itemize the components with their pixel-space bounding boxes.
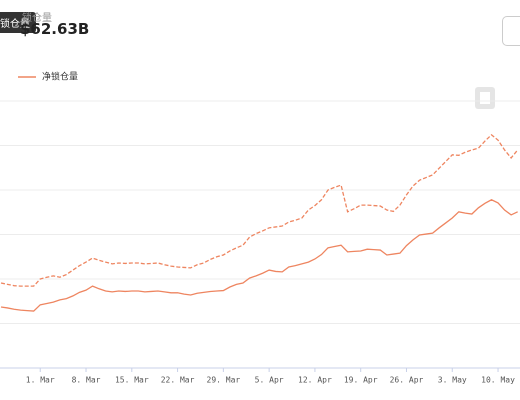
x-tick-label: 26. Apr — [390, 376, 424, 385]
x-tick-label: 5. Apr — [255, 376, 284, 385]
x-tick-label: 1. Mar — [26, 376, 55, 385]
menu-button[interactable] — [502, 16, 520, 46]
x-tick-label: 12. Apr — [298, 376, 332, 385]
x-tick-label: 8. Mar — [72, 376, 101, 385]
tooltip: 锁仓量 — [0, 12, 36, 33]
legend-item: 净锁仓量 — [18, 71, 78, 83]
stat-value: $62.63B — [20, 20, 90, 38]
x-tick-label: 10. May — [481, 376, 515, 385]
series-line — [0, 133, 519, 287]
legend-label: 净锁仓量 — [42, 71, 78, 83]
stat-label: 锁仓量 — [22, 13, 52, 24]
x-tick-label: 29. Mar — [207, 376, 241, 385]
x-tick-label: 3. May — [438, 376, 467, 385]
x-tick-label: 19. Apr — [344, 376, 378, 385]
watermark — [475, 87, 495, 109]
x-tick-label: 22. Mar — [161, 376, 195, 385]
series-line — [0, 199, 518, 312]
x-tick-label: 15. Mar — [115, 376, 149, 385]
